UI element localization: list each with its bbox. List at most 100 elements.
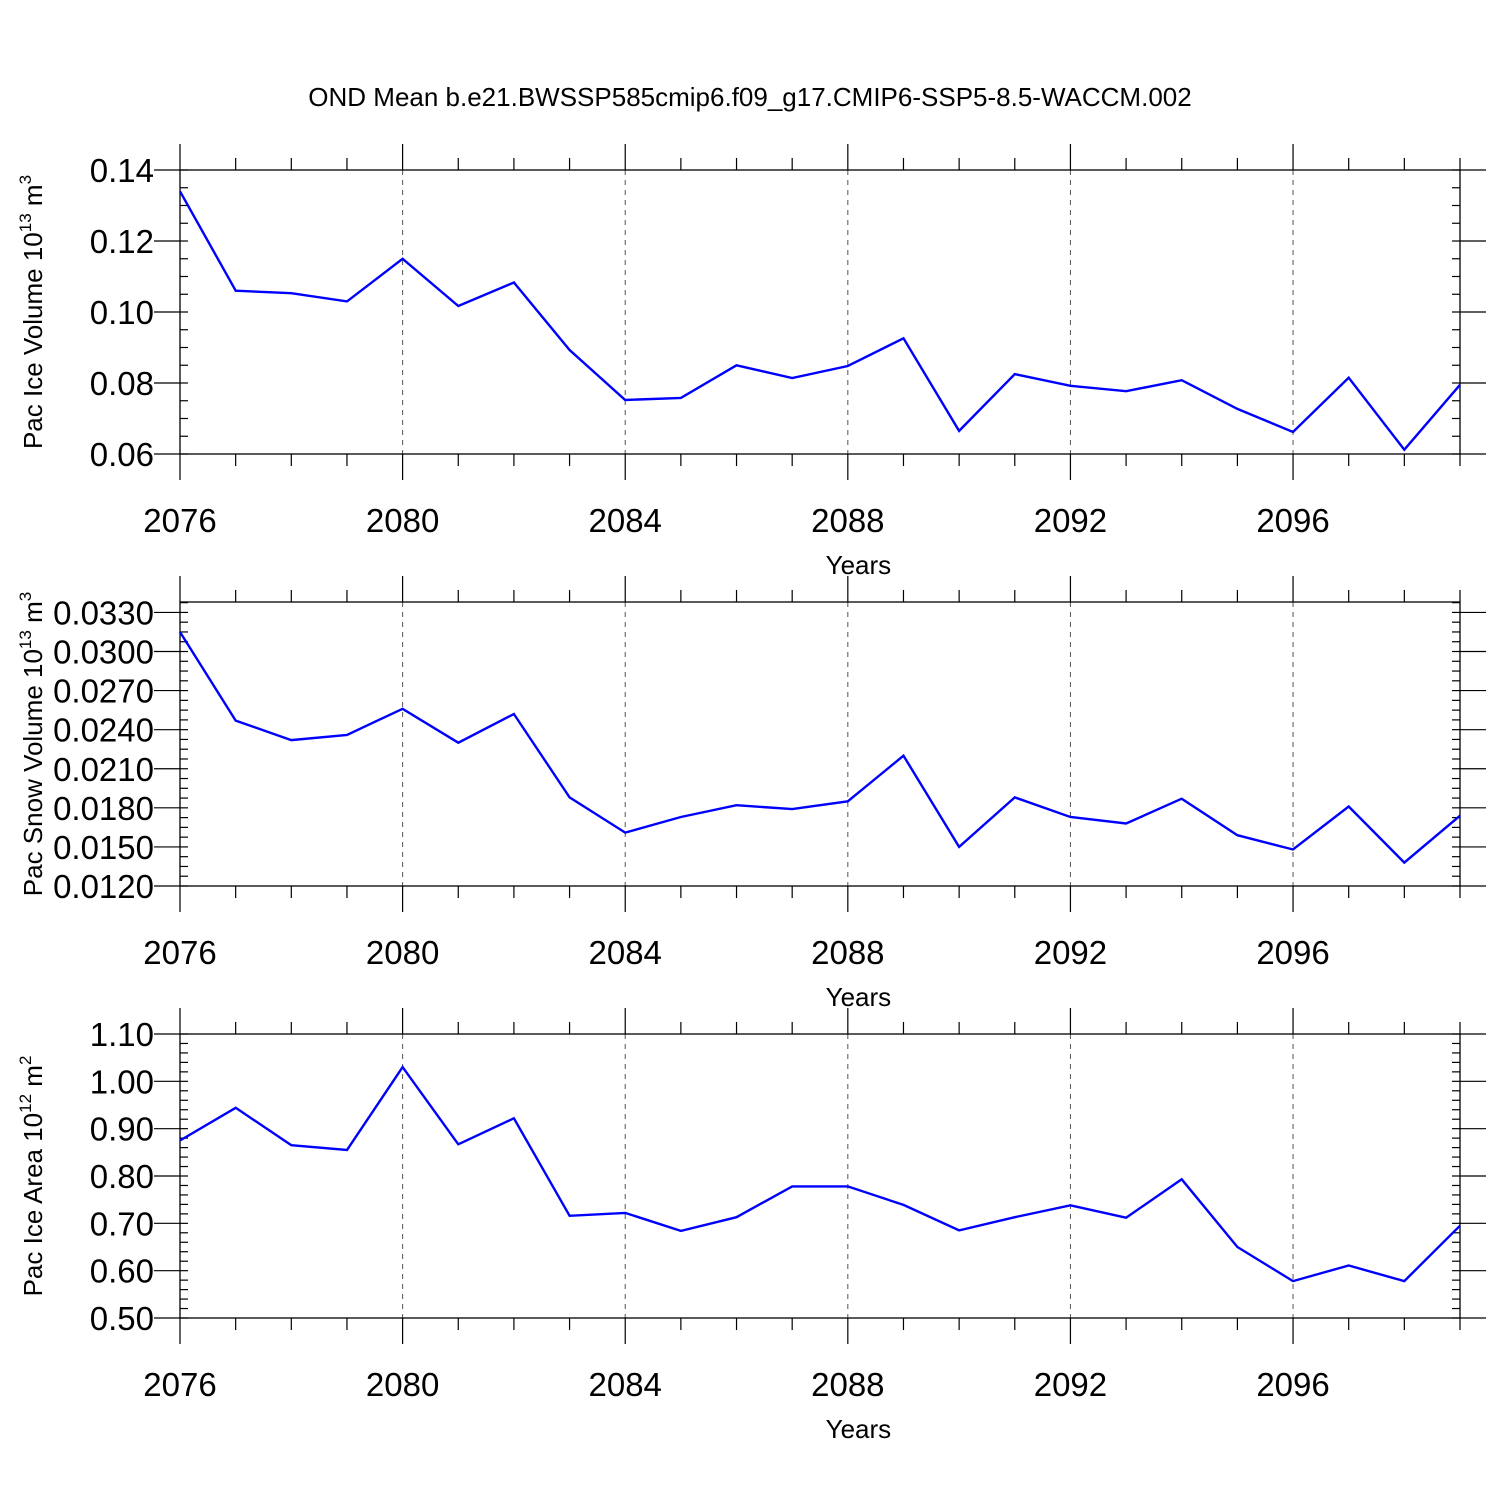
panel-ice-area-data-point	[846, 1184, 850, 1188]
panel-snow-volume-frame	[179, 601, 1461, 887]
panel-snow-volume-data-point	[735, 803, 739, 807]
panel-snow-volume-y-tick-label: 0.0300	[53, 634, 154, 671]
panel-snow-volume-data-point	[1458, 814, 1462, 818]
panel-snow-volume-data-point	[568, 795, 572, 799]
panel-snow-volume-data-point	[679, 815, 683, 819]
panel-ice-area-y-tick-label: 1.00	[90, 1063, 154, 1100]
panel-ice-volume-x-tick-label: 2080	[366, 502, 439, 539]
panel-ice-area-data-point	[512, 1116, 516, 1120]
panel-snow-volume-series-line	[178, 631, 1461, 865]
panel-snow-volume-data-point	[401, 707, 405, 711]
panel-ice-area-data-point	[623, 1211, 627, 1215]
panel-ice-area-data-point	[957, 1228, 961, 1232]
panel-ice-area-data-point	[1068, 1203, 1072, 1207]
panel-snow-volume-data-point	[957, 845, 961, 849]
panel-ice-volume-y-axis-title: Pac Ice Volume 1013 m3	[16, 175, 48, 449]
panel-ice-volume-data-point	[234, 289, 238, 293]
panel-ice-area-x-axis-title: Years	[826, 1414, 892, 1444]
panel-ice-volume-y-tick-label: 0.14	[90, 152, 154, 189]
panel-ice-area-y-tick-label: 0.80	[90, 1158, 154, 1195]
panel-ice-volume-y-tick-label: 0.06	[90, 436, 154, 473]
panel-ice-volume-data-point	[1180, 378, 1184, 382]
panel-ice-area: 0.50 0.60 0.70 0.80 0.90 1.00 1.10 2076 2080 2084…	[16, 1008, 1486, 1444]
panel-ice-volume-data-point	[512, 281, 516, 285]
panel-ice-volume-data-point	[901, 336, 905, 340]
panel-snow-volume-data-point	[234, 719, 238, 723]
panel-snow-volume-data-point	[1291, 848, 1295, 852]
panel-ice-area-y-tick-label: 0.90	[90, 1111, 154, 1148]
panel-snow-volume-y-tick-label: 0.0210	[53, 751, 154, 788]
panel-snow-volume-x-tick-label: 2080	[366, 934, 439, 971]
panel-ice-area-frame	[179, 1033, 1461, 1319]
panel-ice-area-y-axis-title: Pac Ice Area 1012 m2	[16, 1056, 48, 1297]
panel-ice-area-data-point	[178, 1139, 182, 1143]
panel-snow-volume-data-point	[901, 754, 905, 758]
panel-ice-volume-data-point	[1013, 372, 1017, 376]
panel-snow-volume-x-tick-label: 2096	[1256, 934, 1329, 971]
panel-ice-volume-data-point	[623, 398, 627, 402]
panel-ice-volume-data-point	[345, 299, 349, 303]
panel-ice-volume-data-point	[1068, 384, 1072, 388]
chart-title: OND Mean b.e21.BWSSP585cmip6.f09_g17.CMI…	[308, 82, 1191, 112]
panel-snow-volume-data-point	[846, 799, 850, 803]
panel-snow-volume-data-point	[1402, 861, 1406, 865]
panel-snow-volume-data-point	[1235, 833, 1239, 837]
panel-ice-area-data-point	[401, 1065, 405, 1069]
panel-snow-volume-x-tick-label: 2076	[143, 934, 216, 971]
panel-ice-area-data-point	[735, 1215, 739, 1219]
panel-snow-volume-data-point	[1068, 815, 1072, 819]
panel-ice-volume-x-tick-label: 2096	[1256, 502, 1329, 539]
panel-ice-volume-data-point	[401, 257, 405, 261]
panel-ice-volume-x-tick-label: 2092	[1034, 502, 1107, 539]
panel-snow-volume-data-point	[1347, 805, 1351, 809]
panel-ice-volume-data-point	[456, 304, 460, 308]
panel-snow-volume-data-point	[345, 733, 349, 737]
panel-snow-volume-data-point	[456, 741, 460, 745]
panel-ice-area-data-point	[1291, 1279, 1295, 1283]
panel-snow-volume-data-point	[1124, 821, 1128, 825]
panel-snow-volume-data-point	[1013, 795, 1017, 799]
panel-snow-volume-data-point	[623, 831, 627, 835]
panel-ice-volume-data-point	[957, 429, 961, 433]
panel-ice-area-data-point	[456, 1142, 460, 1146]
panel-ice-area-y-tick-label: 0.50	[90, 1300, 154, 1337]
panel-snow-volume-data-point	[790, 807, 794, 811]
panel-ice-area-x-tick-label: 2092	[1034, 1366, 1107, 1403]
panel-snow-volume-data-point	[289, 738, 293, 742]
panel-ice-volume-series-line	[178, 190, 1461, 452]
panel-ice-area-y-tick-label: 1.10	[90, 1016, 154, 1053]
panel-ice-area-data-point	[234, 1106, 238, 1110]
panel-snow-volume-x-tick-label: 2088	[811, 934, 884, 971]
panel-ice-volume: 0.06 0.08 0.10 0.12 0.14 2076 2080 2084 2088 2092…	[16, 144, 1486, 580]
panel-ice-volume-x-tick-label: 2076	[143, 502, 216, 539]
panel-snow-volume: 0.01200.01500.01800.02100.02400.02700.03…	[16, 576, 1486, 1012]
panel-snow-volume-y-tick-label: 0.0180	[53, 790, 154, 827]
chart-panels: 0.06 0.08 0.10 0.12 0.14 2076 2080 2084 2088 2092…	[16, 144, 1486, 1444]
panel-ice-area-data-point	[345, 1148, 349, 1152]
panel-ice-area-series-line	[179, 1064, 1461, 1283]
panel-snow-volume-x-axis-title: Years	[826, 982, 892, 1012]
panel-snow-volume-data-point	[178, 630, 182, 634]
panel-ice-volume-data-point	[568, 348, 572, 352]
panel-ice-area-data-point	[1458, 1224, 1462, 1228]
panel-ice-volume-y-tick-label: 0.12	[90, 223, 154, 260]
panel-ice-volume-y-tick-label: 0.10	[90, 294, 154, 331]
panel-snow-volume-x-tick-label: 2092	[1034, 934, 1107, 971]
panel-ice-area-data-point	[1124, 1216, 1128, 1220]
panel-ice-area-x-tick-label: 2088	[811, 1366, 884, 1403]
panel-ice-volume-data-point	[1291, 430, 1295, 434]
panel-ice-volume-data-point	[1458, 383, 1462, 387]
panel-ice-volume-frame	[179, 169, 1461, 455]
panel-ice-volume-data-point	[1347, 376, 1351, 380]
panel-snow-volume-y-axis-title: Pac Snow Volume 1013 m3	[16, 592, 48, 896]
panel-snow-volume-y-tick-label: 0.0240	[53, 712, 154, 749]
panel-ice-area-x-tick-label: 2076	[143, 1366, 216, 1403]
panel-ice-area-data-point	[790, 1184, 794, 1188]
panel-snow-volume-y-tick-label: 0.0120	[53, 868, 154, 905]
panel-ice-volume-data-point	[1402, 448, 1406, 452]
panel-ice-area-x-tick-label: 2096	[1256, 1366, 1329, 1403]
panel-ice-area-data-point	[1013, 1215, 1017, 1219]
panel-ice-volume-x-axis-title: Years	[826, 550, 892, 580]
panel-ice-volume-y-tick-label: 0.08	[90, 365, 154, 402]
